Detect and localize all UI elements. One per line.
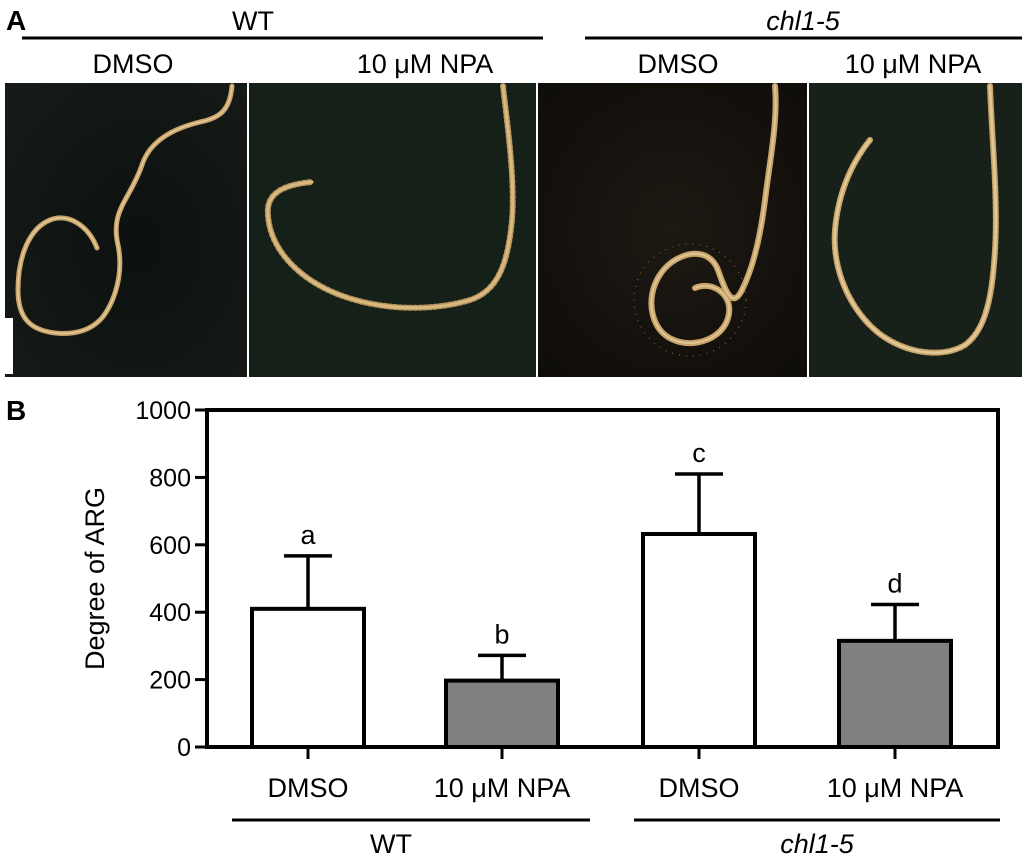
photo-chl-npa xyxy=(809,83,1022,377)
y-tick-label-400: 400 xyxy=(149,599,191,627)
panel-a-chl-dmso-label: DMSO xyxy=(638,49,719,79)
group-label-1: chl1-5 xyxy=(780,829,855,859)
y-axis-label: Degree of ARG xyxy=(80,487,110,670)
scale-bar xyxy=(5,318,13,374)
panel-a-label: A xyxy=(6,5,26,36)
x-tick-label-3: 10 μM NPA xyxy=(827,773,964,803)
plot-frame xyxy=(205,408,1000,749)
photo-chl-dmso xyxy=(538,83,807,377)
y-tick-label-0: 0 xyxy=(177,734,191,762)
significance-letter-1: b xyxy=(494,619,509,649)
bar-3 xyxy=(837,638,953,749)
bar-1 xyxy=(444,678,560,750)
y-tick-label-200: 200 xyxy=(149,667,191,695)
bar-0 xyxy=(250,606,366,750)
photo-wt-npa xyxy=(249,83,536,377)
y-tick-label-800: 800 xyxy=(149,464,191,492)
panel-a-wt-npa-label: 10 μM NPA xyxy=(357,49,494,79)
x-tick-label-2: DMSO xyxy=(659,773,740,803)
x-tick-label-1: 10 μM NPA xyxy=(434,773,571,803)
bar-chart: 0 200 400 600 800 1000 Degree of ARG a DMSO b 10 μ… xyxy=(80,397,1000,859)
significance-letter-3: d xyxy=(887,568,902,598)
panel-a-chl-npa-label: 10 μM NPA xyxy=(845,49,982,79)
panel-b-label: B xyxy=(6,395,26,426)
bar-2 xyxy=(641,532,757,749)
panel-a-group-chl1-5-label: chl1-5 xyxy=(766,6,841,36)
panel-a-group-wt-label: WT xyxy=(232,6,274,36)
y-tick-label-600: 600 xyxy=(149,532,191,560)
photo-wt-dmso xyxy=(5,83,247,377)
group-label-0: WT xyxy=(370,829,412,859)
significance-letter-2: c xyxy=(692,438,706,468)
y-tick-label-1000: 1000 xyxy=(135,397,191,425)
panel-a-wt-dmso-label: DMSO xyxy=(93,49,174,79)
significance-letter-0: a xyxy=(300,520,316,550)
x-tick-label-0: DMSO xyxy=(268,773,349,803)
